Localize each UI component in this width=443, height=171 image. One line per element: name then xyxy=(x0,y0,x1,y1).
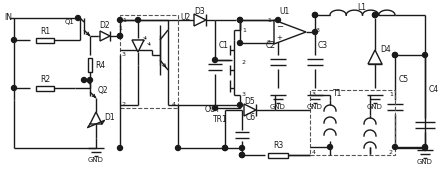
Text: Q2: Q2 xyxy=(98,86,109,95)
Circle shape xyxy=(136,17,140,23)
Circle shape xyxy=(276,17,280,23)
Text: +: + xyxy=(277,35,283,41)
Bar xyxy=(36,86,54,90)
Polygon shape xyxy=(100,31,110,41)
Bar xyxy=(310,90,395,155)
Text: GND: GND xyxy=(367,104,383,110)
Text: 2: 2 xyxy=(122,102,126,108)
Text: GND: GND xyxy=(88,157,104,163)
Text: U1: U1 xyxy=(280,8,290,16)
Text: 3: 3 xyxy=(312,93,316,97)
Circle shape xyxy=(213,57,218,62)
Text: OUT: OUT xyxy=(205,106,221,115)
Text: IN: IN xyxy=(4,14,12,23)
Circle shape xyxy=(312,12,318,17)
Circle shape xyxy=(12,37,16,43)
Text: R1: R1 xyxy=(40,28,50,36)
Text: 1: 1 xyxy=(242,28,246,32)
Text: C2: C2 xyxy=(266,41,276,49)
Text: GND: GND xyxy=(307,104,323,110)
Text: C6: C6 xyxy=(246,114,256,122)
Text: 2: 2 xyxy=(389,149,393,155)
Circle shape xyxy=(237,41,242,45)
Circle shape xyxy=(237,17,242,23)
Text: 2: 2 xyxy=(267,41,271,45)
Polygon shape xyxy=(194,14,206,26)
Text: 2: 2 xyxy=(242,60,246,64)
Circle shape xyxy=(12,86,16,90)
Circle shape xyxy=(312,12,318,17)
Text: 3: 3 xyxy=(122,52,126,57)
Circle shape xyxy=(117,146,123,150)
Text: 1: 1 xyxy=(267,18,271,23)
Circle shape xyxy=(240,153,245,157)
Text: D3: D3 xyxy=(194,6,206,16)
Text: 3: 3 xyxy=(242,93,246,97)
Circle shape xyxy=(88,77,93,82)
Text: R2: R2 xyxy=(40,76,50,84)
Circle shape xyxy=(82,77,86,82)
Text: R4: R4 xyxy=(95,61,105,69)
Circle shape xyxy=(392,52,397,57)
Text: R3: R3 xyxy=(273,141,283,150)
Circle shape xyxy=(423,144,427,149)
Text: D5: D5 xyxy=(245,96,255,106)
Circle shape xyxy=(117,34,123,38)
Circle shape xyxy=(373,12,377,17)
Text: C5: C5 xyxy=(399,76,409,84)
Circle shape xyxy=(75,16,81,21)
Text: D4: D4 xyxy=(380,45,391,55)
Polygon shape xyxy=(132,40,144,52)
Circle shape xyxy=(392,144,397,149)
Text: T1: T1 xyxy=(333,89,343,97)
Polygon shape xyxy=(90,112,102,124)
Bar xyxy=(36,37,54,43)
Text: 4: 4 xyxy=(172,102,176,108)
Text: C1: C1 xyxy=(219,41,229,49)
Circle shape xyxy=(222,146,228,150)
Text: C3: C3 xyxy=(318,41,328,49)
Circle shape xyxy=(237,102,242,108)
Circle shape xyxy=(423,146,427,150)
Polygon shape xyxy=(368,50,382,64)
Text: 1: 1 xyxy=(118,27,122,31)
Text: Q1: Q1 xyxy=(65,19,75,25)
Circle shape xyxy=(175,146,180,150)
Text: L1: L1 xyxy=(358,3,366,11)
Text: 1: 1 xyxy=(122,17,126,23)
Circle shape xyxy=(117,17,123,23)
Text: 3: 3 xyxy=(316,28,320,32)
Text: GND: GND xyxy=(270,104,286,110)
Circle shape xyxy=(213,106,218,110)
Circle shape xyxy=(423,52,427,57)
Circle shape xyxy=(373,12,377,17)
Polygon shape xyxy=(244,104,256,116)
Bar xyxy=(88,58,92,72)
Text: GND: GND xyxy=(417,159,433,165)
Text: 1: 1 xyxy=(389,93,393,97)
Bar xyxy=(120,15,178,108)
Polygon shape xyxy=(274,20,306,44)
Circle shape xyxy=(117,34,123,38)
Text: 4: 4 xyxy=(312,149,316,155)
Circle shape xyxy=(222,146,228,150)
Circle shape xyxy=(392,52,397,57)
Text: U2: U2 xyxy=(180,14,190,23)
Circle shape xyxy=(237,17,242,23)
Circle shape xyxy=(327,144,333,149)
Circle shape xyxy=(240,146,245,150)
Text: D1: D1 xyxy=(104,114,115,122)
Circle shape xyxy=(312,30,318,35)
Text: −: − xyxy=(276,22,283,31)
Text: D2: D2 xyxy=(100,22,110,30)
Text: TR1: TR1 xyxy=(213,115,227,124)
Text: C4: C4 xyxy=(429,86,439,95)
Bar xyxy=(268,153,288,157)
Circle shape xyxy=(240,153,245,157)
